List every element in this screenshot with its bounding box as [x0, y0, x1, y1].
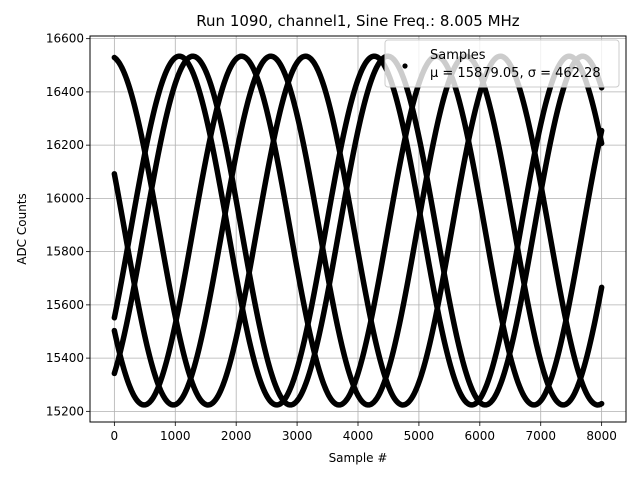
- x-tick-label: 4000: [343, 429, 374, 443]
- legend-entry-label: μ = 15879.05, σ = 462.28: [430, 66, 601, 81]
- chart-title: Run 1090, channel1, Sine Freq.: 8.005 MH…: [196, 12, 520, 30]
- x-tick-label: 1000: [160, 429, 191, 443]
- x-tick-label: 2000: [221, 429, 252, 443]
- data-series: [111, 53, 605, 408]
- legend-marker: [402, 63, 408, 69]
- y-axis-label: ADC Counts: [15, 193, 29, 265]
- y-tick-label: 16400: [46, 85, 84, 99]
- y-tick-label: 15800: [46, 245, 84, 259]
- y-tick-label: 15200: [46, 404, 84, 418]
- x-tick-label: 7000: [525, 429, 556, 443]
- x-tick-label: 5000: [404, 429, 435, 443]
- y-tick-label: 15400: [46, 351, 84, 365]
- legend-box: [384, 39, 620, 88]
- sample-trace: [111, 53, 605, 408]
- sample-trace: [111, 53, 605, 408]
- x-tick-label: 8000: [586, 429, 617, 443]
- sample-trace: [111, 53, 605, 408]
- legend-title: Samples: [430, 48, 486, 63]
- sample-trace: [111, 53, 605, 408]
- sample-trace: [111, 53, 605, 408]
- x-tick-label: 0: [111, 429, 119, 443]
- y-tick-label: 16000: [46, 191, 84, 205]
- y-axis-ticks: 15200 15400 15600 15800 16000 16200 16400 16600: [46, 32, 90, 418]
- grid-lines: [90, 36, 626, 422]
- x-tick-label: 6000: [465, 429, 496, 443]
- y-tick-label: 15600: [46, 298, 84, 312]
- y-tick-label: 16200: [46, 138, 84, 152]
- legend: Samples μ = 15879.05, σ = 462.28: [384, 39, 620, 88]
- x-axis-ticks: 0 1000 2000 3000 4000 5000 6000 7000 8000: [111, 422, 617, 443]
- y-tick-label: 16600: [46, 32, 84, 46]
- x-axis-label: Sample #: [329, 451, 388, 465]
- x-tick-label: 3000: [282, 429, 313, 443]
